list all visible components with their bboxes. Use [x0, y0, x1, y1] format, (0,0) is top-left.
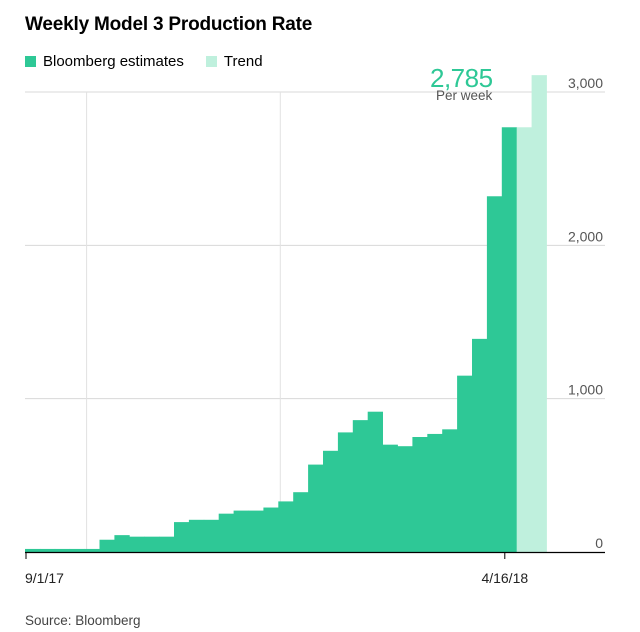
- bar: [486, 196, 503, 552]
- bar: [457, 375, 473, 552]
- bar: [144, 536, 160, 552]
- bar: [263, 507, 279, 552]
- legend-label-trend: Trend: [223, 53, 263, 70]
- bar: [188, 519, 205, 552]
- bar: [472, 338, 488, 552]
- bar: [323, 450, 339, 552]
- bar: [442, 429, 458, 552]
- bar: [203, 519, 220, 552]
- callout-label: Per week: [436, 88, 493, 103]
- bar: [129, 536, 145, 552]
- chart-legend: Bloomberg estimates Trend: [25, 53, 285, 70]
- bar: [293, 492, 309, 552]
- bar: [159, 536, 175, 552]
- bar: [531, 75, 547, 552]
- legend-label-estimates: Bloomberg estimates: [43, 53, 184, 70]
- bar: [69, 548, 85, 552]
- bar: [233, 510, 249, 552]
- bar: [412, 437, 428, 552]
- x-tick-label: 4/16/18: [481, 570, 528, 586]
- bar: [84, 548, 100, 552]
- bar: [54, 548, 71, 552]
- source-note: Source: Bloomberg: [25, 613, 141, 628]
- y-tick-label: 1,000: [568, 382, 603, 398]
- y-tick-label: 3,000: [568, 75, 603, 91]
- bar: [337, 432, 354, 552]
- bar: [99, 539, 115, 552]
- bar: [367, 411, 383, 552]
- bar: [308, 464, 324, 552]
- legend-item-trend: Trend: [205, 53, 263, 70]
- bar: [25, 548, 41, 552]
- bar: [278, 501, 294, 552]
- bar: [397, 446, 413, 552]
- x-tick-label: 9/1/17: [25, 570, 64, 586]
- bar: [114, 535, 130, 552]
- bar: [427, 433, 443, 552]
- bar: [352, 420, 369, 552]
- axes: 0 1,000 2,000 3,000 9/1/17 4/16/18: [25, 75, 605, 586]
- bar: [516, 127, 532, 553]
- chart-title: Weekly Model 3 Production Rate: [25, 14, 313, 35]
- bar: [248, 510, 264, 552]
- bars: [25, 75, 547, 553]
- callout-value: 2,785: [430, 63, 493, 93]
- bar: [39, 548, 56, 552]
- legend-swatch-estimates: [25, 56, 36, 67]
- y-tick-label: 2,000: [568, 228, 603, 244]
- bar: [174, 522, 190, 552]
- bar: [218, 513, 234, 552]
- bar: [382, 444, 398, 552]
- y-tick-label: 0: [595, 535, 603, 551]
- legend-swatch-trend: [205, 56, 217, 67]
- bar: [501, 127, 518, 553]
- legend-item-estimates: Bloomberg estimates: [25, 53, 184, 70]
